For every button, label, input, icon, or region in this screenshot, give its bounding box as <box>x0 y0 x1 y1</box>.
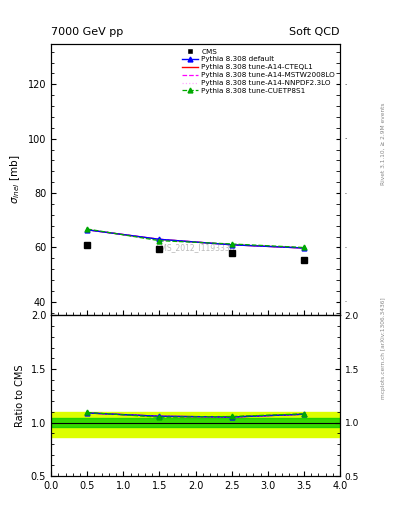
Y-axis label: Ratio to CMS: Ratio to CMS <box>15 365 25 427</box>
Text: Soft QCD: Soft QCD <box>290 27 340 37</box>
Text: mcplots.cern.ch [arXiv:1306.3436]: mcplots.cern.ch [arXiv:1306.3436] <box>381 297 386 399</box>
Legend: CMS, Pythia 8.308 default, Pythia 8.308 tune-A14-CTEQL1, Pythia 8.308 tune-A14-M: CMS, Pythia 8.308 default, Pythia 8.308 … <box>181 47 336 95</box>
Bar <box>51 412 340 437</box>
Y-axis label: $\sigma_{inel}$ [mb]: $\sigma_{inel}$ [mb] <box>8 155 22 204</box>
Text: CMS_2012_I1193338: CMS_2012_I1193338 <box>156 243 235 252</box>
Bar <box>51 418 340 427</box>
Text: Rivet 3.1.10, ≥ 2.9M events: Rivet 3.1.10, ≥ 2.9M events <box>381 102 386 185</box>
Text: 7000 GeV pp: 7000 GeV pp <box>51 27 123 37</box>
